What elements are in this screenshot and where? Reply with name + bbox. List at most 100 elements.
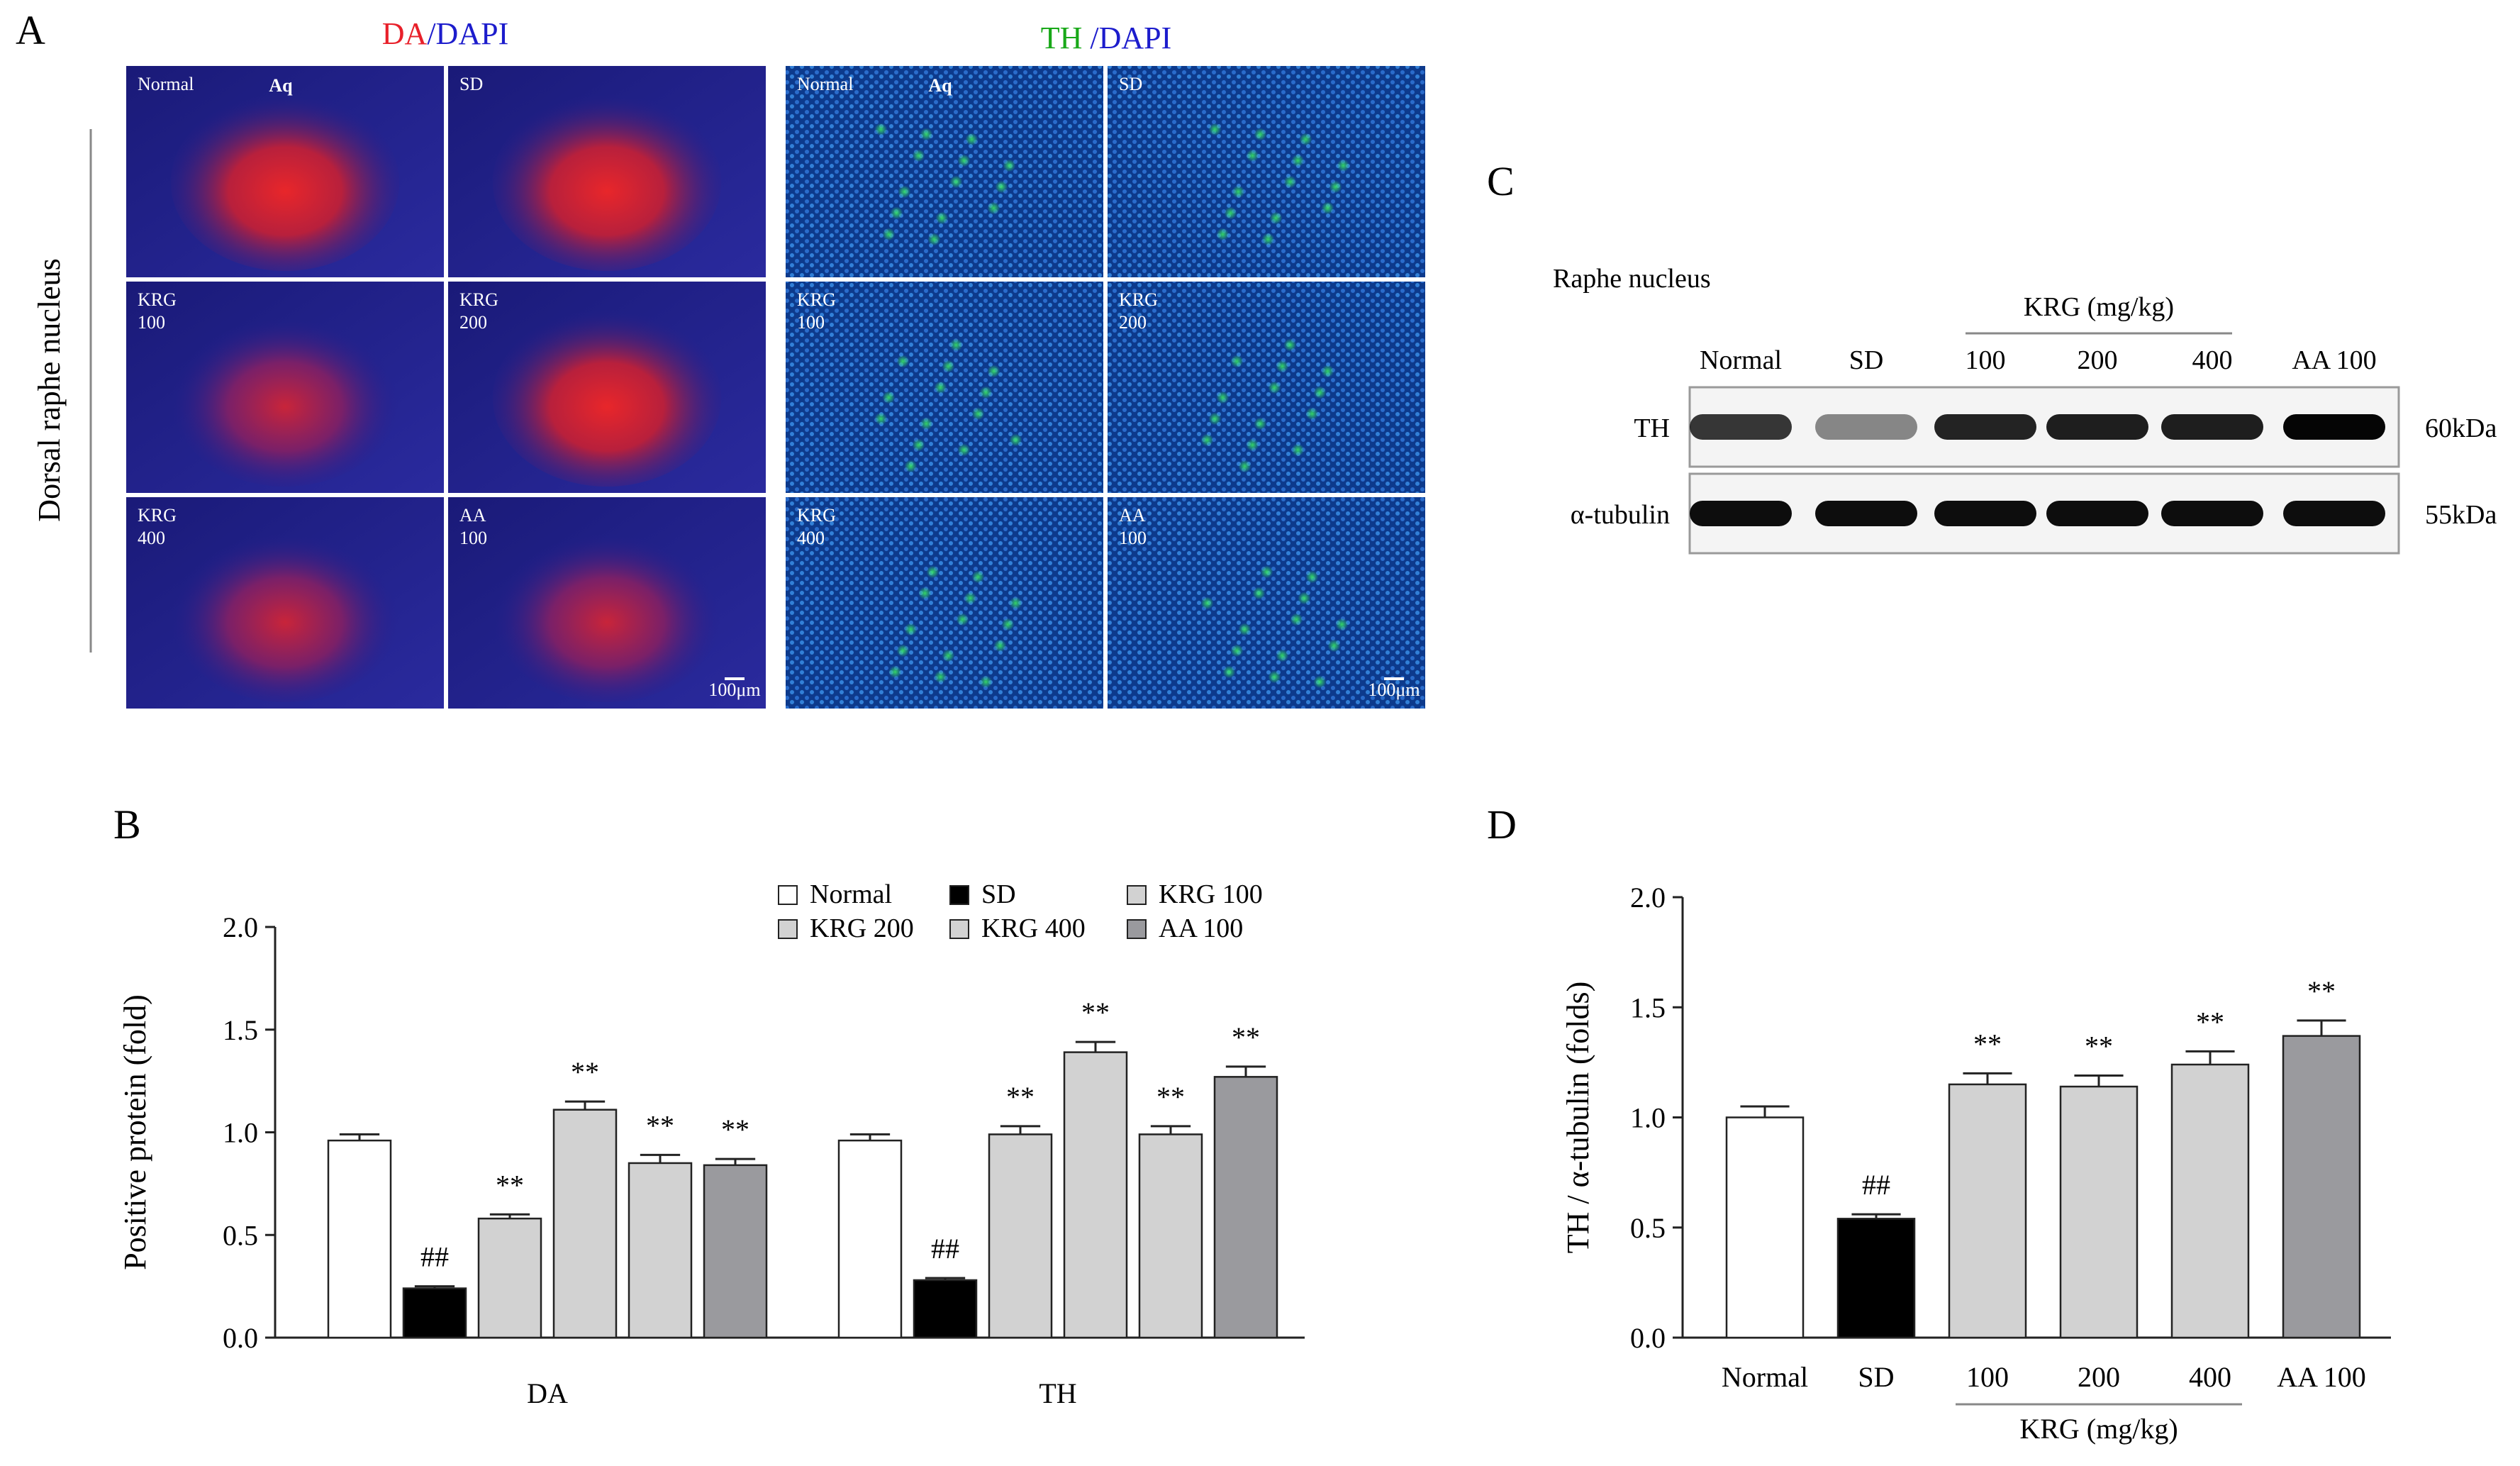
th-cell [1298, 592, 1311, 605]
tile-label: KRG [797, 289, 836, 310]
tile-label: 400 [138, 528, 165, 548]
th-cell [979, 386, 993, 399]
th-cell [1246, 438, 1259, 452]
th-cell [971, 407, 985, 421]
bar [628, 1162, 693, 1339]
blot-band [2283, 501, 2385, 526]
th-cell [1216, 391, 1230, 404]
legend-label: SD [981, 879, 1016, 909]
bar [837, 1139, 903, 1339]
th-cell [1329, 180, 1342, 194]
th-cell [1003, 159, 1016, 172]
stain-part: DAPI [436, 16, 509, 51]
region-label: Dorsal raphe nucleus [32, 258, 67, 521]
th-cell [1313, 675, 1327, 689]
y-tick-label: 0.0 [1630, 1322, 1666, 1354]
blot-band [2161, 414, 2263, 440]
th-cell [1290, 613, 1303, 626]
x-category-label: 400 [2189, 1361, 2231, 1393]
significance-mark: ## [1862, 1169, 1890, 1201]
tile-label: 100 [797, 312, 825, 333]
th-cell [1321, 201, 1334, 215]
significance-mark: ## [931, 1233, 959, 1265]
th-cell [987, 201, 1000, 215]
x-category-label: TH [1039, 1377, 1076, 1409]
th-cell [1254, 417, 1267, 431]
legend-swatch [1127, 885, 1147, 905]
chart-b-positive-protein: 0.0 0.5 1.0 1.5 2.0 Positive protein (fold) ##… [118, 879, 1305, 1409]
legend: Normal SD KRG 100 KRG 200 KRG 400 AA 100 [778, 879, 1263, 943]
th-cell [971, 570, 985, 584]
panel-c-western-blot: Raphe nucleus KRG (mg/kg) Normal SD 100 200 40… [1553, 264, 2497, 555]
tile-label: SD [1119, 74, 1142, 94]
th-cell [956, 613, 969, 626]
tile-label: 200 [1119, 312, 1147, 333]
blot-box [1688, 472, 2400, 555]
legend-label: AA 100 [1159, 914, 1243, 943]
blot-band [1815, 501, 1917, 526]
blot-lane-label: 200 [2078, 345, 2118, 375]
da-signal [492, 309, 722, 487]
bar [1948, 1083, 2027, 1339]
significance-mark: ** [2196, 1006, 2224, 1038]
tile-label: KRG [1119, 289, 1158, 310]
stain-part: TH [1041, 21, 1083, 55]
th-cell [896, 355, 910, 368]
blot-band [2161, 501, 2263, 526]
th-cell [896, 644, 910, 657]
th-cell [1283, 175, 1297, 189]
th-cell [965, 133, 979, 146]
y-tick-label: 1.5 [223, 1014, 258, 1046]
y-tick-label: 2.0 [223, 911, 258, 943]
stain-part: / [1082, 21, 1099, 55]
th-cell [882, 228, 896, 241]
th-cell [912, 438, 925, 452]
th-cell [1260, 565, 1273, 579]
bar [988, 1133, 1053, 1339]
th-cell [993, 639, 1007, 653]
th-cell [1230, 355, 1244, 368]
bar [2170, 1063, 2250, 1339]
significance-mark: ## [420, 1241, 449, 1273]
th-cell [957, 154, 971, 167]
blot-band [1934, 414, 2036, 440]
th-cell [1009, 433, 1022, 447]
th-cell [912, 149, 925, 162]
x-category-label: DA [527, 1377, 568, 1409]
legend-label: Normal [810, 879, 892, 909]
tile-label: AA [459, 505, 486, 526]
th-cell [904, 623, 918, 636]
panel-letter-b: B [113, 801, 141, 848]
th-cell [890, 206, 903, 220]
th-cell [1261, 233, 1275, 246]
th-cell [874, 123, 888, 136]
y-tick-label: 1.0 [223, 1117, 258, 1149]
th-cell [1299, 133, 1312, 146]
th-cell [1001, 618, 1015, 631]
blot-band [2283, 414, 2385, 440]
th-cell [1200, 433, 1214, 447]
th-cell [1200, 596, 1214, 610]
th-cell [1224, 206, 1237, 220]
th-cell [888, 665, 902, 679]
tile-label: 400 [797, 528, 825, 548]
blot-band [2046, 501, 2148, 526]
blot-row-label: α-tubulin [1571, 500, 1670, 530]
bar [913, 1279, 978, 1339]
blot-lane-label: AA 100 [2292, 345, 2376, 375]
blot-size-label: 55kDa [2425, 500, 2497, 530]
panel-letter-a: A [16, 7, 45, 53]
tile-label: SD [459, 74, 483, 94]
bar [2282, 1035, 2361, 1339]
th-cell [1283, 338, 1297, 352]
y-tick-label: 0.5 [1630, 1212, 1666, 1244]
bar [1138, 1133, 1203, 1339]
th-cell [882, 391, 896, 404]
th-cell [1230, 644, 1244, 657]
legend-label: KRG 400 [981, 914, 1086, 943]
tile-label: Normal [797, 74, 853, 94]
micrograph-tile: Normal Aq [786, 66, 1103, 277]
da-signal [170, 524, 400, 703]
